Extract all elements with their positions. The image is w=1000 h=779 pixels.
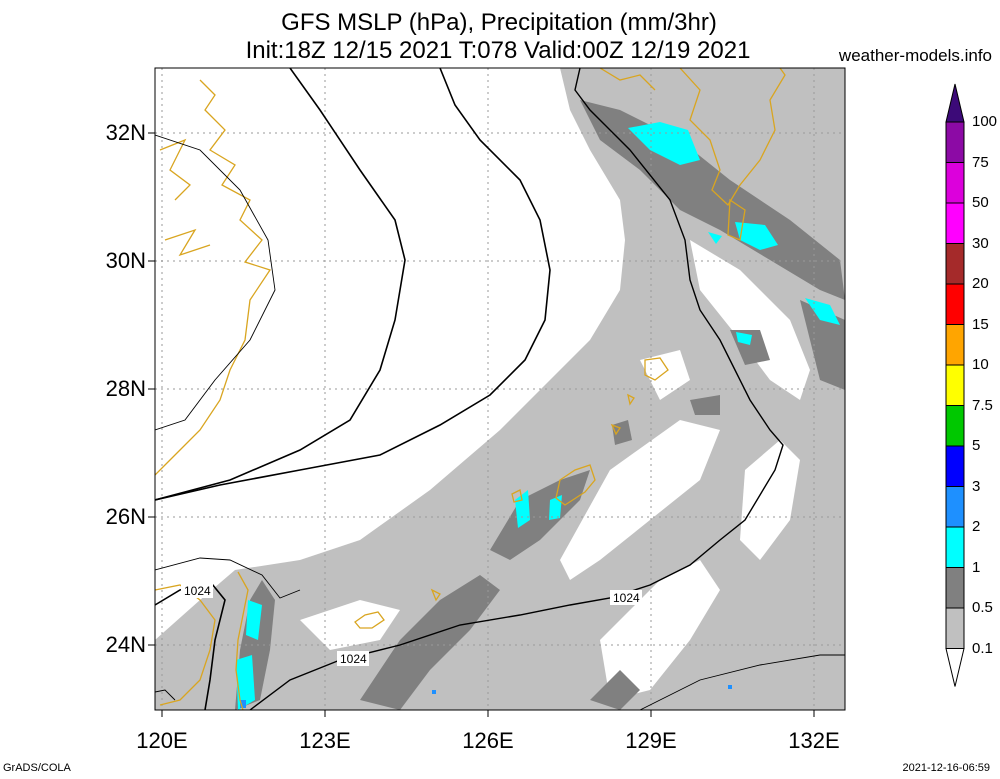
precip-gap [740, 440, 800, 560]
chart-subtitle: Init:18Z 12/15 2021 T:078 Valid:00Z 12/1… [245, 37, 751, 64]
precip-blue [728, 685, 732, 689]
isobar-1024-south [249, 68, 784, 710]
precip-blue [240, 700, 246, 708]
precip-dark [690, 395, 720, 415]
coastline-china [155, 79, 272, 476]
coastline-island [644, 357, 669, 381]
colorbar-label: 7.5 [972, 396, 993, 414]
colorbar-swatch [945, 324, 965, 366]
coastline-china [164, 228, 211, 257]
lat-label: 28N [105, 376, 146, 401]
precip-blue [432, 690, 436, 694]
precip-cyan [515, 490, 530, 528]
colorbar-label: 15 [972, 315, 989, 333]
colorbar-swatch [945, 243, 965, 285]
coastline-taiwan [235, 571, 249, 710]
coastlines [155, 68, 786, 710]
isobars [155, 68, 845, 710]
isobar-label: 1024 [340, 652, 367, 666]
colorbar-swatch [945, 607, 965, 649]
colorbar-label: 50 [972, 194, 989, 211]
colorbar-swatch [945, 445, 965, 487]
coastline-island [627, 393, 635, 406]
lat-label: 30N [105, 248, 146, 273]
colorbar-swatch [945, 405, 965, 447]
precip-cyan [708, 232, 722, 244]
precip-cyan [805, 298, 840, 325]
colorbar-swatch [945, 283, 965, 325]
isobar-label: 1024 [613, 591, 640, 605]
isobar-thin [155, 557, 301, 599]
precip-gap [560, 420, 720, 580]
precip-gap [600, 560, 720, 700]
colorbar-label: 0.5 [972, 599, 993, 616]
precip-gap [690, 240, 810, 400]
colorbar-label: 100 [972, 113, 998, 130]
colorbar-label: 10 [972, 356, 989, 373]
footer-credit: GrADS/COLA [3, 762, 71, 774]
isobar-thin [155, 134, 276, 431]
colorbar-swatch [945, 162, 965, 204]
lat-label: 26N [105, 504, 146, 529]
isobar-inner [155, 68, 406, 501]
colorbar-swatch [945, 364, 965, 406]
coastline-island [727, 198, 746, 241]
coastline-kyushu [679, 68, 786, 207]
isobar-thin [155, 689, 176, 701]
colorbar-label: 20 [972, 275, 989, 292]
chart-title: GFS MSLP (hPa), Precipitation (mm/3hr) [281, 9, 717, 36]
coastline-island [610, 423, 621, 436]
colorbar-label: 5 [972, 437, 981, 454]
coastline-island [555, 464, 596, 506]
site-label: weather-models.info [838, 46, 992, 65]
isobar-taiwan [155, 583, 226, 710]
isobar-thin [639, 654, 845, 710]
colorbar-label: 30 [972, 234, 989, 252]
precip-cyan [246, 600, 262, 640]
footer-timestamp: 2021-12-16-06:59 [902, 762, 990, 774]
precip-dark [360, 575, 500, 710]
precip-dark [580, 100, 845, 300]
precip-cyan [628, 122, 700, 165]
lon-label: 120E [136, 728, 188, 753]
colorbar-swatch [945, 526, 965, 568]
colorbar-label: 3 [972, 477, 981, 495]
precip-gap [640, 350, 690, 400]
isobar-1024-main [155, 68, 551, 501]
colorbar [945, 83, 965, 687]
precip-light-band [155, 68, 845, 710]
lon-label: 126E [462, 728, 514, 753]
colorbar-swatch [945, 648, 965, 687]
colorbar-label: 75 [972, 153, 989, 171]
colorbar-label: 1 [972, 558, 981, 576]
precip-cyan [549, 495, 562, 520]
colorbar-swatch [945, 486, 965, 528]
isobar-label: 1024 [184, 584, 211, 598]
axis-ticks [148, 132, 815, 717]
colorbar-swatch [945, 83, 965, 123]
coastline-island [511, 489, 523, 503]
lon-label: 132E [788, 728, 840, 753]
lat-label: 24N [105, 632, 146, 657]
colorbar-swatch [945, 121, 965, 163]
coastline-korea-tip [599, 68, 656, 91]
precip-cyan [236, 655, 255, 710]
gridlines [155, 68, 845, 710]
lat-label: 32N [105, 120, 146, 145]
lon-label: 123E [299, 728, 351, 753]
precip-field [155, 68, 845, 710]
precip-cyan [735, 222, 778, 250]
precip-dark [490, 470, 590, 560]
colorbar-swatch [945, 202, 965, 244]
lon-label: 129E [625, 728, 677, 753]
coastline-china [159, 138, 191, 201]
coastline-island [354, 611, 385, 629]
coastline-island [430, 588, 441, 602]
precip-cyan [736, 332, 752, 345]
colorbar-swatch [945, 567, 965, 609]
colorbar-label: 0.1 [972, 639, 993, 657]
colorbar-label: 2 [972, 518, 981, 535]
precip-dark [590, 670, 640, 710]
